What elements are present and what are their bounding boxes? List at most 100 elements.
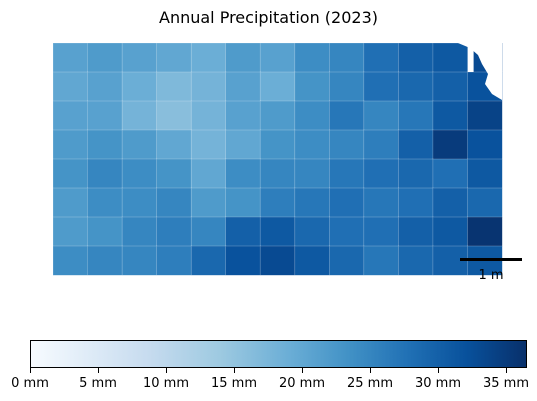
county-cell bbox=[156, 216, 192, 247]
county-cell bbox=[87, 158, 123, 189]
county-cell bbox=[294, 100, 330, 131]
county-cell bbox=[156, 245, 192, 276]
county-cell bbox=[225, 100, 261, 131]
county-cell bbox=[328, 100, 365, 131]
colorbar-tick-label: 15 mm bbox=[210, 376, 257, 391]
county-cell bbox=[87, 245, 123, 276]
county-cell bbox=[363, 129, 399, 160]
county-cell bbox=[225, 71, 261, 102]
county-cell bbox=[398, 187, 434, 218]
county-cell bbox=[121, 245, 158, 276]
county-cell bbox=[328, 71, 365, 102]
county-cell bbox=[87, 71, 123, 102]
county-cell bbox=[190, 158, 227, 189]
county-cell bbox=[432, 158, 468, 189]
county-cell bbox=[190, 129, 227, 160]
scale-bar-label: 1 m bbox=[478, 268, 504, 283]
county-cell bbox=[398, 71, 434, 102]
county-cell bbox=[467, 187, 503, 218]
county-cell bbox=[363, 187, 399, 218]
county-cell bbox=[52, 71, 89, 102]
county-cell bbox=[259, 129, 296, 160]
county-cell bbox=[52, 216, 89, 247]
county-cell bbox=[259, 42, 296, 73]
colorbar-tick-label: 10 mm bbox=[142, 376, 189, 391]
county-cell bbox=[121, 71, 158, 102]
map-title: Annual Precipitation (2023) bbox=[159, 8, 378, 27]
county-cell bbox=[87, 216, 123, 247]
county-cell bbox=[121, 100, 158, 131]
county-cell bbox=[294, 42, 330, 73]
county-cell bbox=[363, 158, 399, 189]
county-cell bbox=[52, 100, 89, 131]
county-cell bbox=[432, 100, 468, 131]
colorbar-tick-label: 25 mm bbox=[346, 376, 393, 391]
colorbar-tick-label: 20 mm bbox=[278, 376, 325, 391]
county-cell bbox=[156, 187, 192, 218]
county-cell bbox=[363, 42, 399, 73]
county-cell bbox=[121, 129, 158, 160]
county-layer bbox=[52, 42, 503, 276]
colorbar-tick-label: 35 mm bbox=[482, 376, 529, 391]
county-cell bbox=[190, 245, 227, 276]
county-cell bbox=[225, 245, 261, 276]
county-cell bbox=[156, 129, 192, 160]
colorbar-tick bbox=[166, 368, 167, 373]
county-cell bbox=[467, 129, 503, 160]
county-cell bbox=[294, 158, 330, 189]
county-cell bbox=[432, 71, 468, 102]
colorbar-tick bbox=[438, 368, 439, 373]
county-cell bbox=[259, 245, 296, 276]
county-cell bbox=[328, 42, 365, 73]
county-cell bbox=[467, 100, 503, 131]
county-cell bbox=[225, 187, 261, 218]
county-cell bbox=[156, 158, 192, 189]
county-cell bbox=[121, 187, 158, 218]
colorbar-tick bbox=[506, 368, 507, 373]
colorbar-tick-label: 5 mm bbox=[79, 376, 117, 391]
county-cell bbox=[225, 158, 261, 189]
county-cell bbox=[52, 129, 89, 160]
county-cell bbox=[156, 42, 192, 73]
county-cell bbox=[121, 158, 158, 189]
county-cell bbox=[190, 71, 227, 102]
county-cell bbox=[398, 100, 434, 131]
county-cell bbox=[328, 245, 365, 276]
county-cell bbox=[87, 187, 123, 218]
county-cell bbox=[294, 216, 330, 247]
county-cell bbox=[363, 245, 399, 276]
county-cell bbox=[363, 216, 399, 247]
colorbar bbox=[30, 340, 527, 368]
county-cell bbox=[225, 129, 261, 160]
colorbar-tick-label: 0 mm bbox=[11, 376, 49, 391]
county-cell bbox=[259, 216, 296, 247]
county-cell bbox=[294, 129, 330, 160]
colorbar-tick bbox=[30, 368, 31, 373]
colorbar-tick bbox=[370, 368, 371, 373]
colorbar-tick bbox=[98, 368, 99, 373]
county-cell bbox=[432, 42, 468, 73]
county-cell bbox=[259, 71, 296, 102]
county-cell bbox=[190, 216, 227, 247]
county-cell bbox=[259, 158, 296, 189]
county-cell bbox=[87, 42, 123, 73]
county-cell bbox=[363, 100, 399, 131]
county-cell bbox=[87, 100, 123, 131]
county-cell bbox=[398, 245, 434, 276]
county-cell bbox=[432, 216, 468, 247]
county-cell bbox=[156, 100, 192, 131]
county-cell bbox=[398, 42, 434, 73]
county-cell bbox=[398, 129, 434, 160]
county-cell bbox=[225, 42, 261, 73]
county-cell bbox=[398, 216, 434, 247]
county-cell bbox=[328, 216, 365, 247]
county-cell bbox=[52, 42, 89, 73]
county-cell bbox=[156, 71, 192, 102]
colorbar-tick-label: 30 mm bbox=[414, 376, 461, 391]
scale-bar bbox=[460, 258, 522, 261]
state-border-notch bbox=[458, 43, 502, 100]
county-cell bbox=[294, 245, 330, 276]
county-cell bbox=[363, 71, 399, 102]
county-cell bbox=[225, 216, 261, 247]
